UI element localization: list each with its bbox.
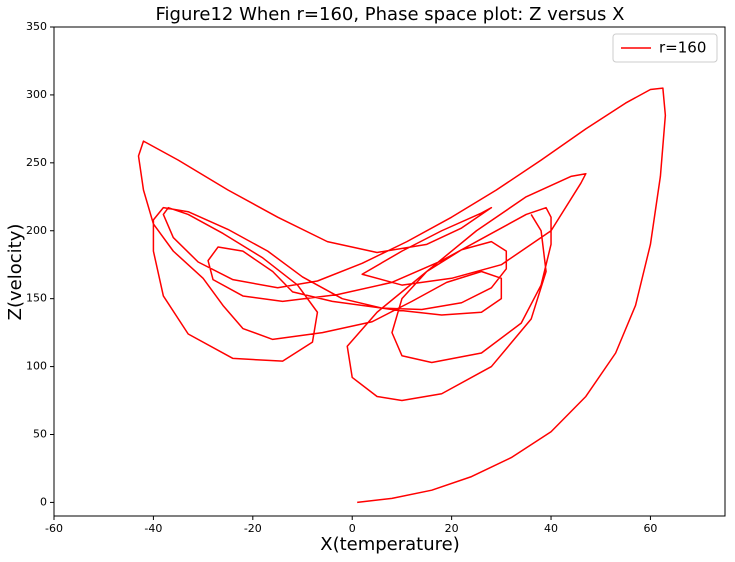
y-tick-label: 300 [26,88,47,101]
chart-title: Figure12 When r=160, Phase space plot: Z… [156,4,625,25]
x-tick-label: -20 [244,522,262,535]
y-tick-label: 0 [40,495,47,508]
y-tick-label: 250 [26,156,47,169]
x-tick-label: -60 [45,522,63,535]
x-tick-label: 0 [349,522,356,535]
legend-label: r=160 [659,39,706,57]
x-tick-label: 20 [445,522,459,535]
x-tick-label: -40 [144,522,162,535]
x-tick-label: 40 [544,522,558,535]
data-line [137,87,667,504]
x-axis-label: X(temperature) [320,534,460,555]
y-tick-label: 150 [26,292,47,305]
plot-frame [53,26,726,517]
legend-box [612,33,718,63]
y-tick-label: 200 [26,224,47,237]
y-axis-label: Z(velocity) [5,224,26,321]
y-tick-label: 350 [26,20,47,33]
y-tick-label: 50 [33,428,47,441]
y-tick-label: 100 [26,360,47,373]
x-tick-label: 60 [643,522,657,535]
